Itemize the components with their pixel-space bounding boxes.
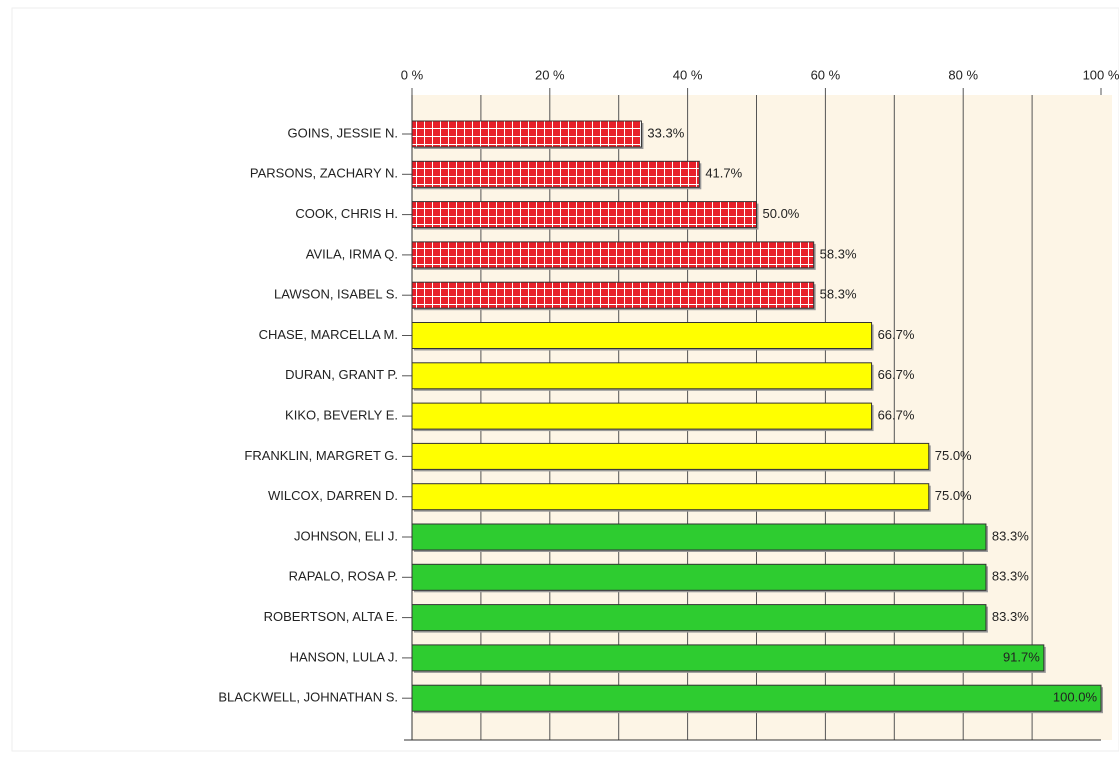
bar <box>411 483 930 511</box>
bar <box>411 201 757 229</box>
x-tick-label: 20 % <box>535 67 565 82</box>
x-tick-label: 80 % <box>948 67 978 82</box>
y-tick-label: PARSONS, ZACHARY N. <box>250 166 398 181</box>
x-tick-label: 40 % <box>673 67 703 82</box>
y-tick-label: DURAN, GRANT P. <box>285 367 398 382</box>
value-label: 91.7% <box>1003 649 1040 664</box>
y-tick-label: RAPALO, ROSA P. <box>289 569 398 584</box>
bar <box>411 160 700 188</box>
bar <box>411 604 987 632</box>
y-tick-label: FRANKLIN, MARGRET G. <box>244 448 398 463</box>
value-label: 75.0% <box>935 488 972 503</box>
value-label: 83.3% <box>992 609 1029 624</box>
y-tick-label: WILCOX, DARREN D. <box>268 488 398 503</box>
value-label: 66.7% <box>878 327 915 342</box>
y-tick-label: GOINS, JESSIE N. <box>287 125 398 140</box>
value-label: 83.3% <box>992 569 1029 584</box>
y-tick-label: HANSON, LULA J. <box>290 649 398 664</box>
value-label: 50.0% <box>763 206 800 221</box>
y-tick-label: ROBERTSON, ALTA E. <box>264 609 398 624</box>
y-tick-label: JOHNSON, ELI J. <box>294 528 398 543</box>
bar <box>411 523 987 551</box>
x-tick-label: 0 % <box>401 67 424 82</box>
bar <box>411 120 642 148</box>
value-label: 100.0% <box>1053 690 1098 705</box>
y-tick-label: BLACKWELL, JOHNATHAN S. <box>218 690 398 705</box>
bar <box>411 241 815 269</box>
y-tick-label: COOK, CHRIS H. <box>295 206 398 221</box>
bar <box>411 402 873 430</box>
value-label: 58.3% <box>820 287 857 302</box>
bar <box>411 563 987 591</box>
x-tick-label: 60 % <box>811 67 841 82</box>
y-tick-label: CHASE, MARCELLA M. <box>259 327 398 342</box>
bar <box>411 281 815 309</box>
bar <box>411 362 873 390</box>
value-label: 33.3% <box>647 125 684 140</box>
y-tick-label: AVILA, IRMA Q. <box>306 246 398 261</box>
value-label: 41.7% <box>705 166 742 181</box>
x-tick-label: 100 % <box>1083 67 1119 82</box>
bar <box>411 644 1045 672</box>
value-label: 66.7% <box>878 367 915 382</box>
value-label: 66.7% <box>878 408 915 423</box>
value-label: 58.3% <box>820 246 857 261</box>
bar <box>411 684 1102 712</box>
value-label: 83.3% <box>992 528 1029 543</box>
bar <box>411 442 930 470</box>
y-tick-label: KIKO, BEVERLY E. <box>285 408 398 423</box>
y-tick-label: LAWSON, ISABEL S. <box>274 287 398 302</box>
bar <box>411 322 873 349</box>
value-label: 75.0% <box>935 448 972 463</box>
